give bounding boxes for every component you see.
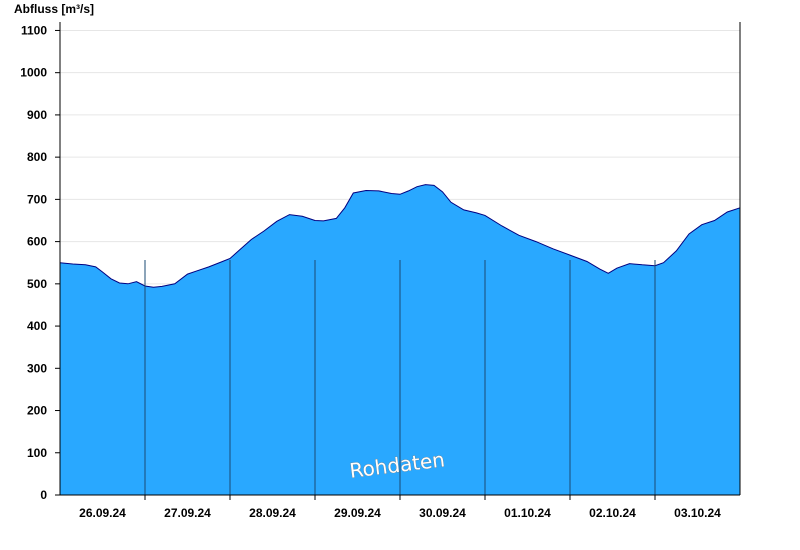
discharge-line [59,184,741,288]
y-tick-label: 300 [27,361,47,375]
x-tick-label: 02.10.24 [589,506,636,520]
y-tick-labels: 0 100 200 300 400 500 600 700 800 900 1000 1100 [20,23,47,502]
x-tick-label: 26.09.24 [79,506,126,520]
y-tick-label: 900 [27,108,47,122]
x-tick-label: 01.10.24 [504,506,551,520]
y-tick-label: 500 [27,277,47,291]
y-tick-label: 600 [27,235,47,249]
x-tick-label: 29.09.24 [334,506,381,520]
x-tick-label: 03.10.24 [674,506,721,520]
day-separator-lines [144,260,656,495]
y-tick-label: 200 [27,404,47,418]
y-tick-label: 700 [27,192,47,206]
x-tick-label: 27.09.24 [164,506,211,520]
y-axis-title: Abfluss [m³/s] [14,2,94,16]
y-tick-label: 800 [27,150,47,164]
y-tick-label: 0 [40,488,47,502]
x-tick-label: 28.09.24 [249,506,296,520]
y-tick-label: 400 [27,319,47,333]
y-tick-label: 1100 [21,23,47,37]
x-tick-label: 30.09.24 [419,506,466,520]
x-tick-labels: 26.09.24 27.09.24 28.09.24 29.09.24 30.09.24… [79,506,721,520]
y-tick-label: 100 [27,446,47,460]
axes [55,22,741,500]
y-tick-label: 1000 [20,66,47,80]
